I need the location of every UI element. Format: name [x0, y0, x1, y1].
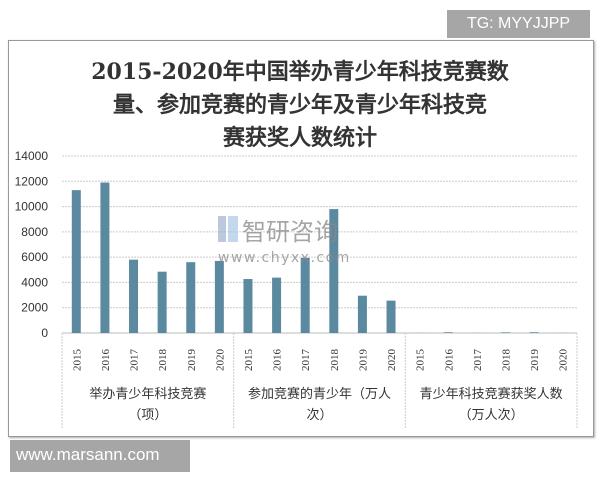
top-watermark: TG: MYYJJPP	[447, 10, 590, 38]
y-tick-label: 12000	[15, 174, 49, 188]
title-line: 赛获奖人数统计	[222, 125, 377, 151]
bar	[386, 300, 396, 333]
y-tick-label: 0	[41, 326, 48, 340]
brand-logo-icon	[228, 216, 238, 242]
x-tick-label: 2019	[357, 349, 369, 372]
bar	[100, 182, 110, 333]
bottom-watermark: www.marsann.com	[10, 440, 190, 472]
x-tick-label: 2020	[214, 349, 226, 372]
x-tick-label: 2020	[386, 349, 398, 372]
bar	[529, 332, 539, 333]
brand-logo-icon	[218, 216, 226, 242]
bar	[329, 209, 339, 333]
title-line: 2015-2020年中国举办青少年科技竞赛数	[91, 59, 509, 85]
bar	[186, 262, 196, 333]
bar	[443, 332, 453, 333]
group-label: 次）	[306, 407, 332, 423]
bar	[272, 277, 282, 333]
bar	[71, 190, 81, 333]
group-label: （万人次）	[459, 407, 524, 423]
y-tick-label: 4000	[21, 275, 48, 289]
bar	[357, 295, 367, 333]
x-tick-label: 2015	[243, 349, 255, 372]
y-tick-label: 8000	[21, 225, 48, 239]
x-tick-label: 2016	[100, 349, 112, 372]
watermark-url: www.chyxx.com	[218, 250, 351, 266]
group-label: 参加竞赛的青少年（万人	[248, 386, 391, 402]
x-tick-label: 2019	[529, 349, 541, 372]
bar	[214, 260, 224, 333]
bar	[300, 257, 310, 333]
bar	[500, 332, 510, 333]
y-tick-label: 10000	[15, 200, 49, 214]
group-label: 举办青少年科技竞赛	[89, 386, 206, 402]
y-tick-label: 6000	[21, 250, 48, 264]
bar	[243, 279, 253, 333]
chart-title: 2015-2020年中国举办青少年科技竞赛数 量、参加竞赛的青少年及青少年科技竞…	[40, 56, 560, 155]
bar	[129, 259, 139, 333]
x-tick-label: 2019	[186, 349, 198, 372]
x-tick-label: 2015	[71, 349, 83, 372]
y-tick-label: 2000	[21, 301, 48, 315]
group-label: 青少年科技竞赛获奖人数	[420, 386, 563, 402]
group-label: （项）	[128, 408, 167, 423]
x-tick-label: 2018	[329, 349, 341, 372]
x-tick-label: 2020	[558, 349, 570, 372]
x-tick-label: 2017	[472, 349, 484, 372]
y-tick-label: 14000	[15, 149, 49, 163]
x-tick-label: 2015	[415, 349, 427, 372]
x-tick-label: 2017	[300, 349, 312, 372]
title-line: 量、参加竞赛的青少年及青少年科技竞	[112, 92, 487, 118]
x-tick-label: 2018	[500, 349, 512, 372]
x-tick-label: 2017	[129, 349, 141, 372]
x-tick-label: 2016	[443, 349, 455, 372]
watermark-brand: 智研咨询	[242, 218, 338, 246]
x-tick-label: 2016	[272, 349, 284, 372]
x-tick-label: 2018	[157, 349, 169, 372]
bar	[157, 271, 167, 333]
